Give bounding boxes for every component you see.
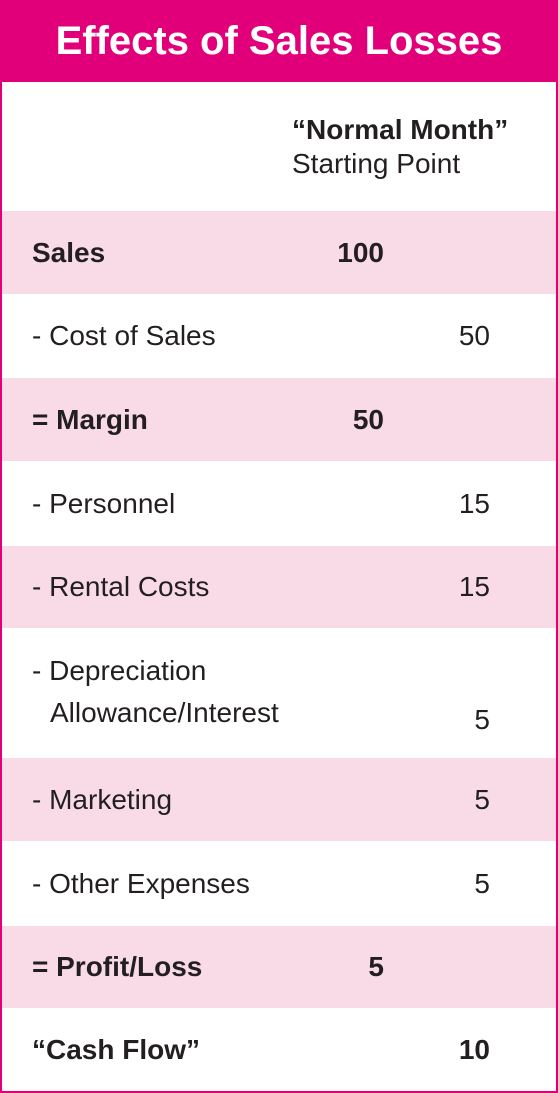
row-depreciation-interest: - Depreciation Allowance/Interest 5 xyxy=(2,628,556,758)
row-profit-loss: = Profit/Loss 5 xyxy=(2,926,556,1008)
row-label: Sales xyxy=(32,236,106,268)
row-sales: Sales 100 xyxy=(2,211,556,294)
title-bar: Effects of Sales Losses xyxy=(0,0,558,82)
row-label: - Rental Costs xyxy=(32,571,210,602)
row-value: 50 xyxy=(458,320,490,351)
row-label: - Personnel xyxy=(32,487,176,519)
column-header-subtitle: Starting Point xyxy=(292,148,461,179)
row-subtotal-value: 100 xyxy=(337,236,384,268)
row-personnel: - Personnel 15 xyxy=(2,461,556,546)
row-label-line1: - Depreciation xyxy=(32,655,207,686)
column-header-title: “Normal Month” xyxy=(292,114,509,145)
row-other-expenses: - Other Expenses 5 xyxy=(2,841,556,926)
table-title: Effects of Sales Losses xyxy=(55,18,503,63)
row-rental-costs: - Rental Costs 15 xyxy=(2,546,556,628)
row-marketing: - Marketing 5 xyxy=(2,758,556,841)
row-subtotal-value: 50 xyxy=(352,403,384,435)
row-label: = Profit/Loss xyxy=(32,951,203,982)
row-label: - Cost of Sales xyxy=(32,320,216,351)
row-label: - Marketing xyxy=(32,783,173,815)
column-header: “Normal Month” Starting Point xyxy=(2,82,556,211)
row-value: 5 xyxy=(474,783,490,815)
row-cash-flow: “Cash Flow” 10 xyxy=(2,1008,556,1091)
row-label: - Other Expenses xyxy=(32,867,250,899)
row-value: 5 xyxy=(474,867,490,899)
row-value: 15 xyxy=(458,571,490,602)
row-label: = Margin xyxy=(32,403,148,435)
row-subtotal-value: 5 xyxy=(368,951,384,982)
row-label-line2: Allowance/Interest xyxy=(50,697,279,728)
row-margin: = Margin 50 xyxy=(2,378,556,461)
row-cost-of-sales: - Cost of Sales 50 xyxy=(2,294,556,378)
row-label: - Depreciation Allowance/Interest xyxy=(32,650,279,734)
row-value: 10 xyxy=(458,1033,490,1065)
row-value: 15 xyxy=(458,487,490,519)
row-value: 5 xyxy=(474,704,490,735)
row-label: “Cash Flow” xyxy=(32,1033,201,1065)
